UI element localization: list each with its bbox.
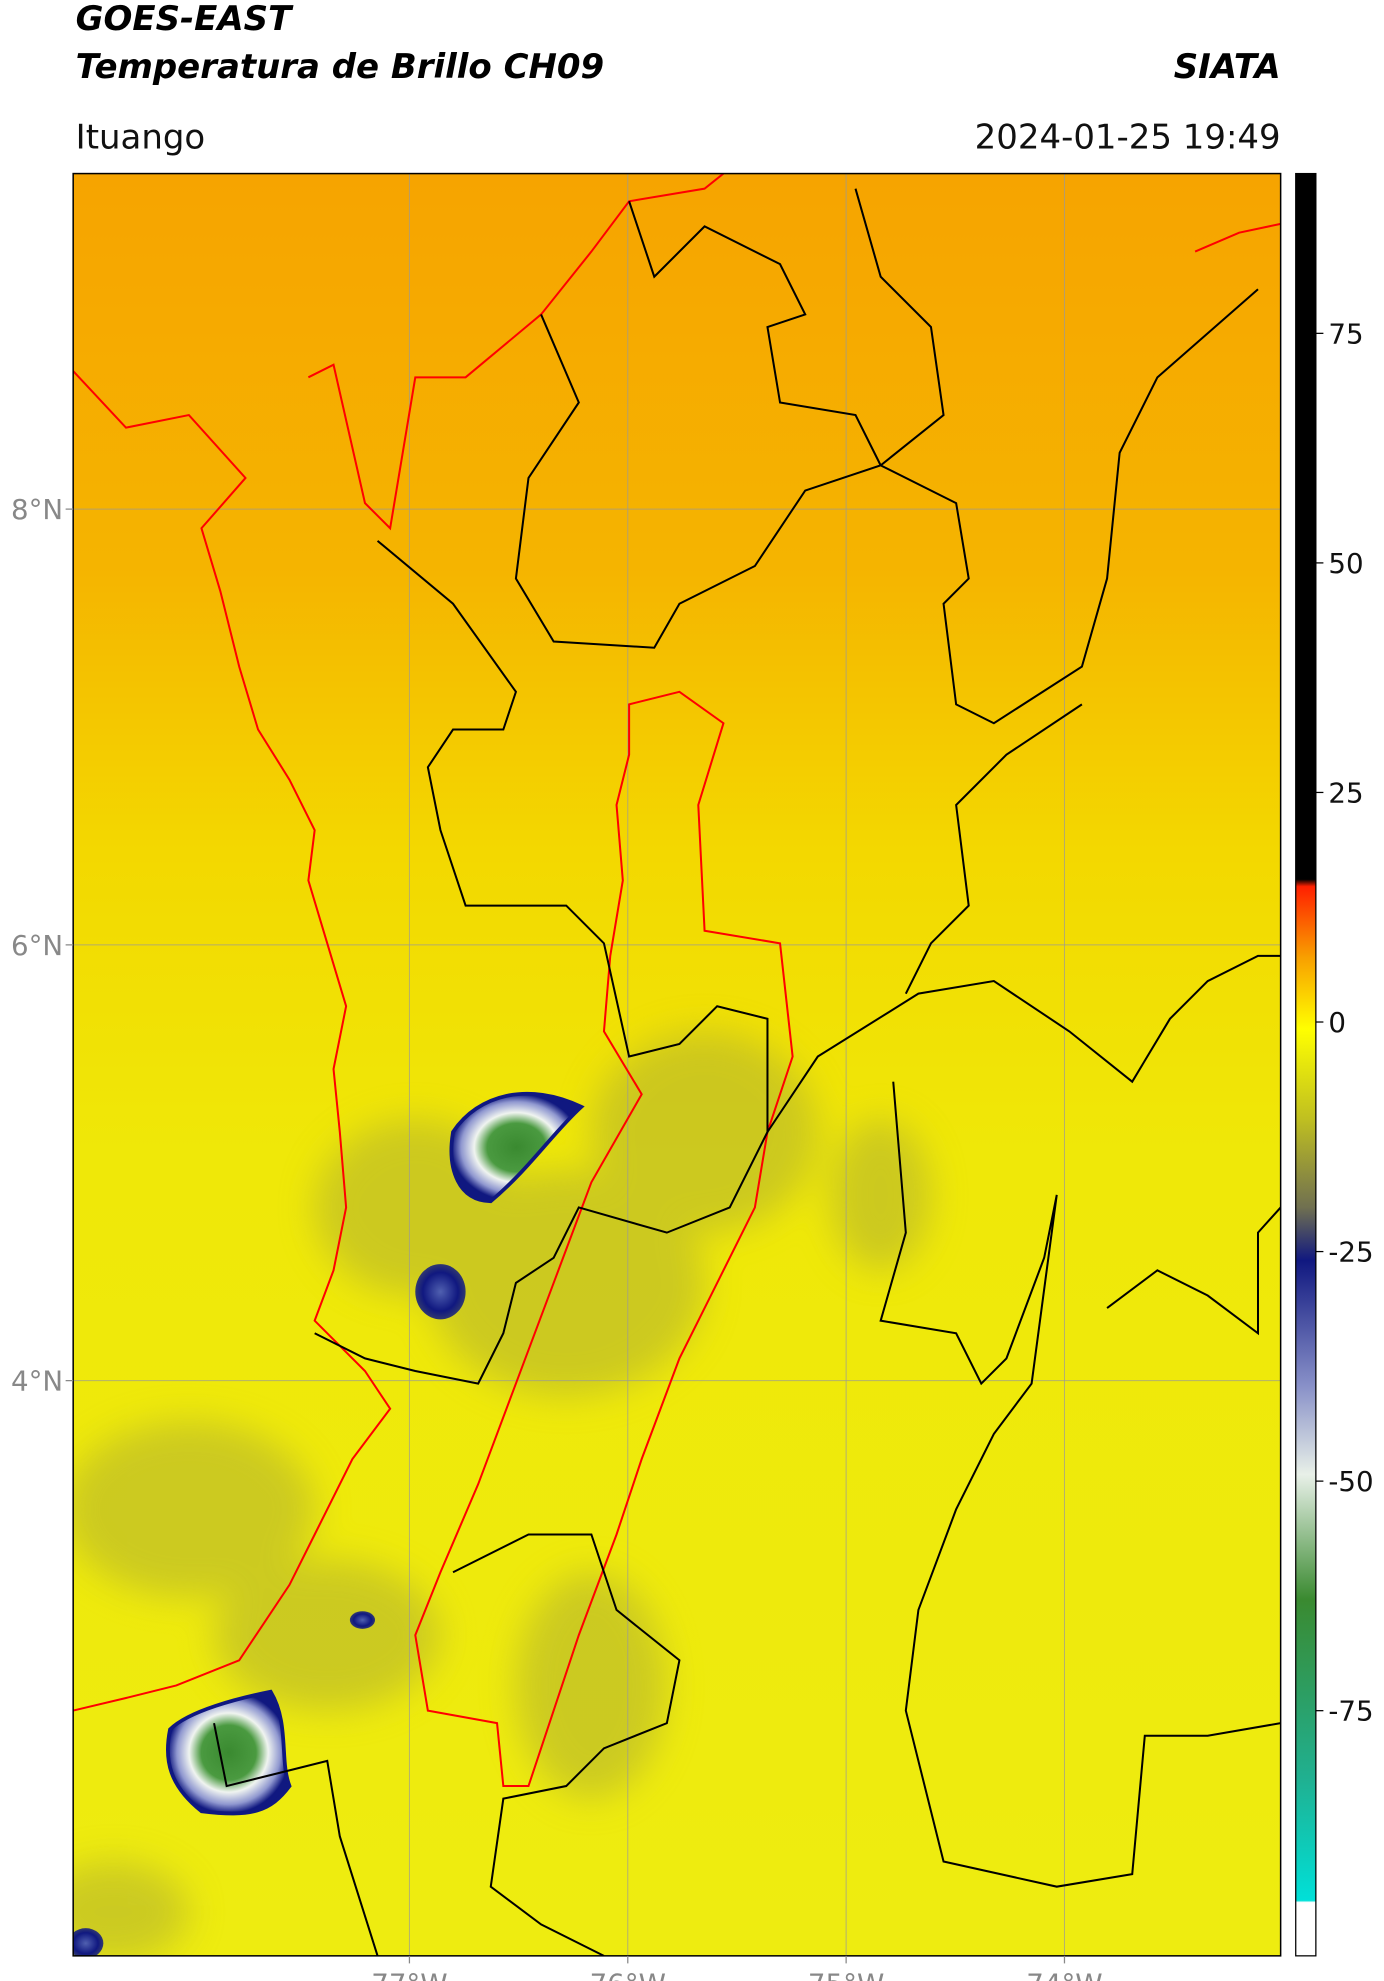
colorbar-tick-label: -75: [1328, 1695, 1373, 1728]
lon-tick-label: 77°W: [371, 1968, 447, 1981]
colorbar-tick-label: 75: [1328, 317, 1363, 350]
source: SIATA: [1174, 47, 1281, 87]
colorbar-tick-label: 50: [1328, 547, 1363, 580]
map-frame: [72, 172, 1282, 1957]
datetime: 2024-01-25 19:49: [975, 117, 1281, 157]
colorbar: [1295, 172, 1317, 1957]
title: GOES-EAST: [76, 0, 294, 39]
lat-tick-label: 6°N: [11, 929, 63, 962]
map: [73, 173, 1281, 1956]
lat-tick-label: 4°N: [11, 1365, 63, 1398]
colorbar-tick-label: 25: [1328, 777, 1363, 810]
colorbar-tick-label: 0: [1328, 1006, 1346, 1039]
lon-tick-label: 75°W: [808, 1968, 884, 1981]
location: Ituango: [76, 117, 206, 157]
lon-tick-label: 76°W: [590, 1968, 666, 1981]
lat-tick-label: 8°N: [11, 493, 63, 526]
lon-tick-label: 74°W: [1026, 1968, 1102, 1981]
colorbar-tick-label: -50: [1328, 1465, 1373, 1498]
colorbar-tick-label: -25: [1328, 1236, 1373, 1269]
subtitle: Temperatura de Brillo CH09: [76, 47, 604, 87]
